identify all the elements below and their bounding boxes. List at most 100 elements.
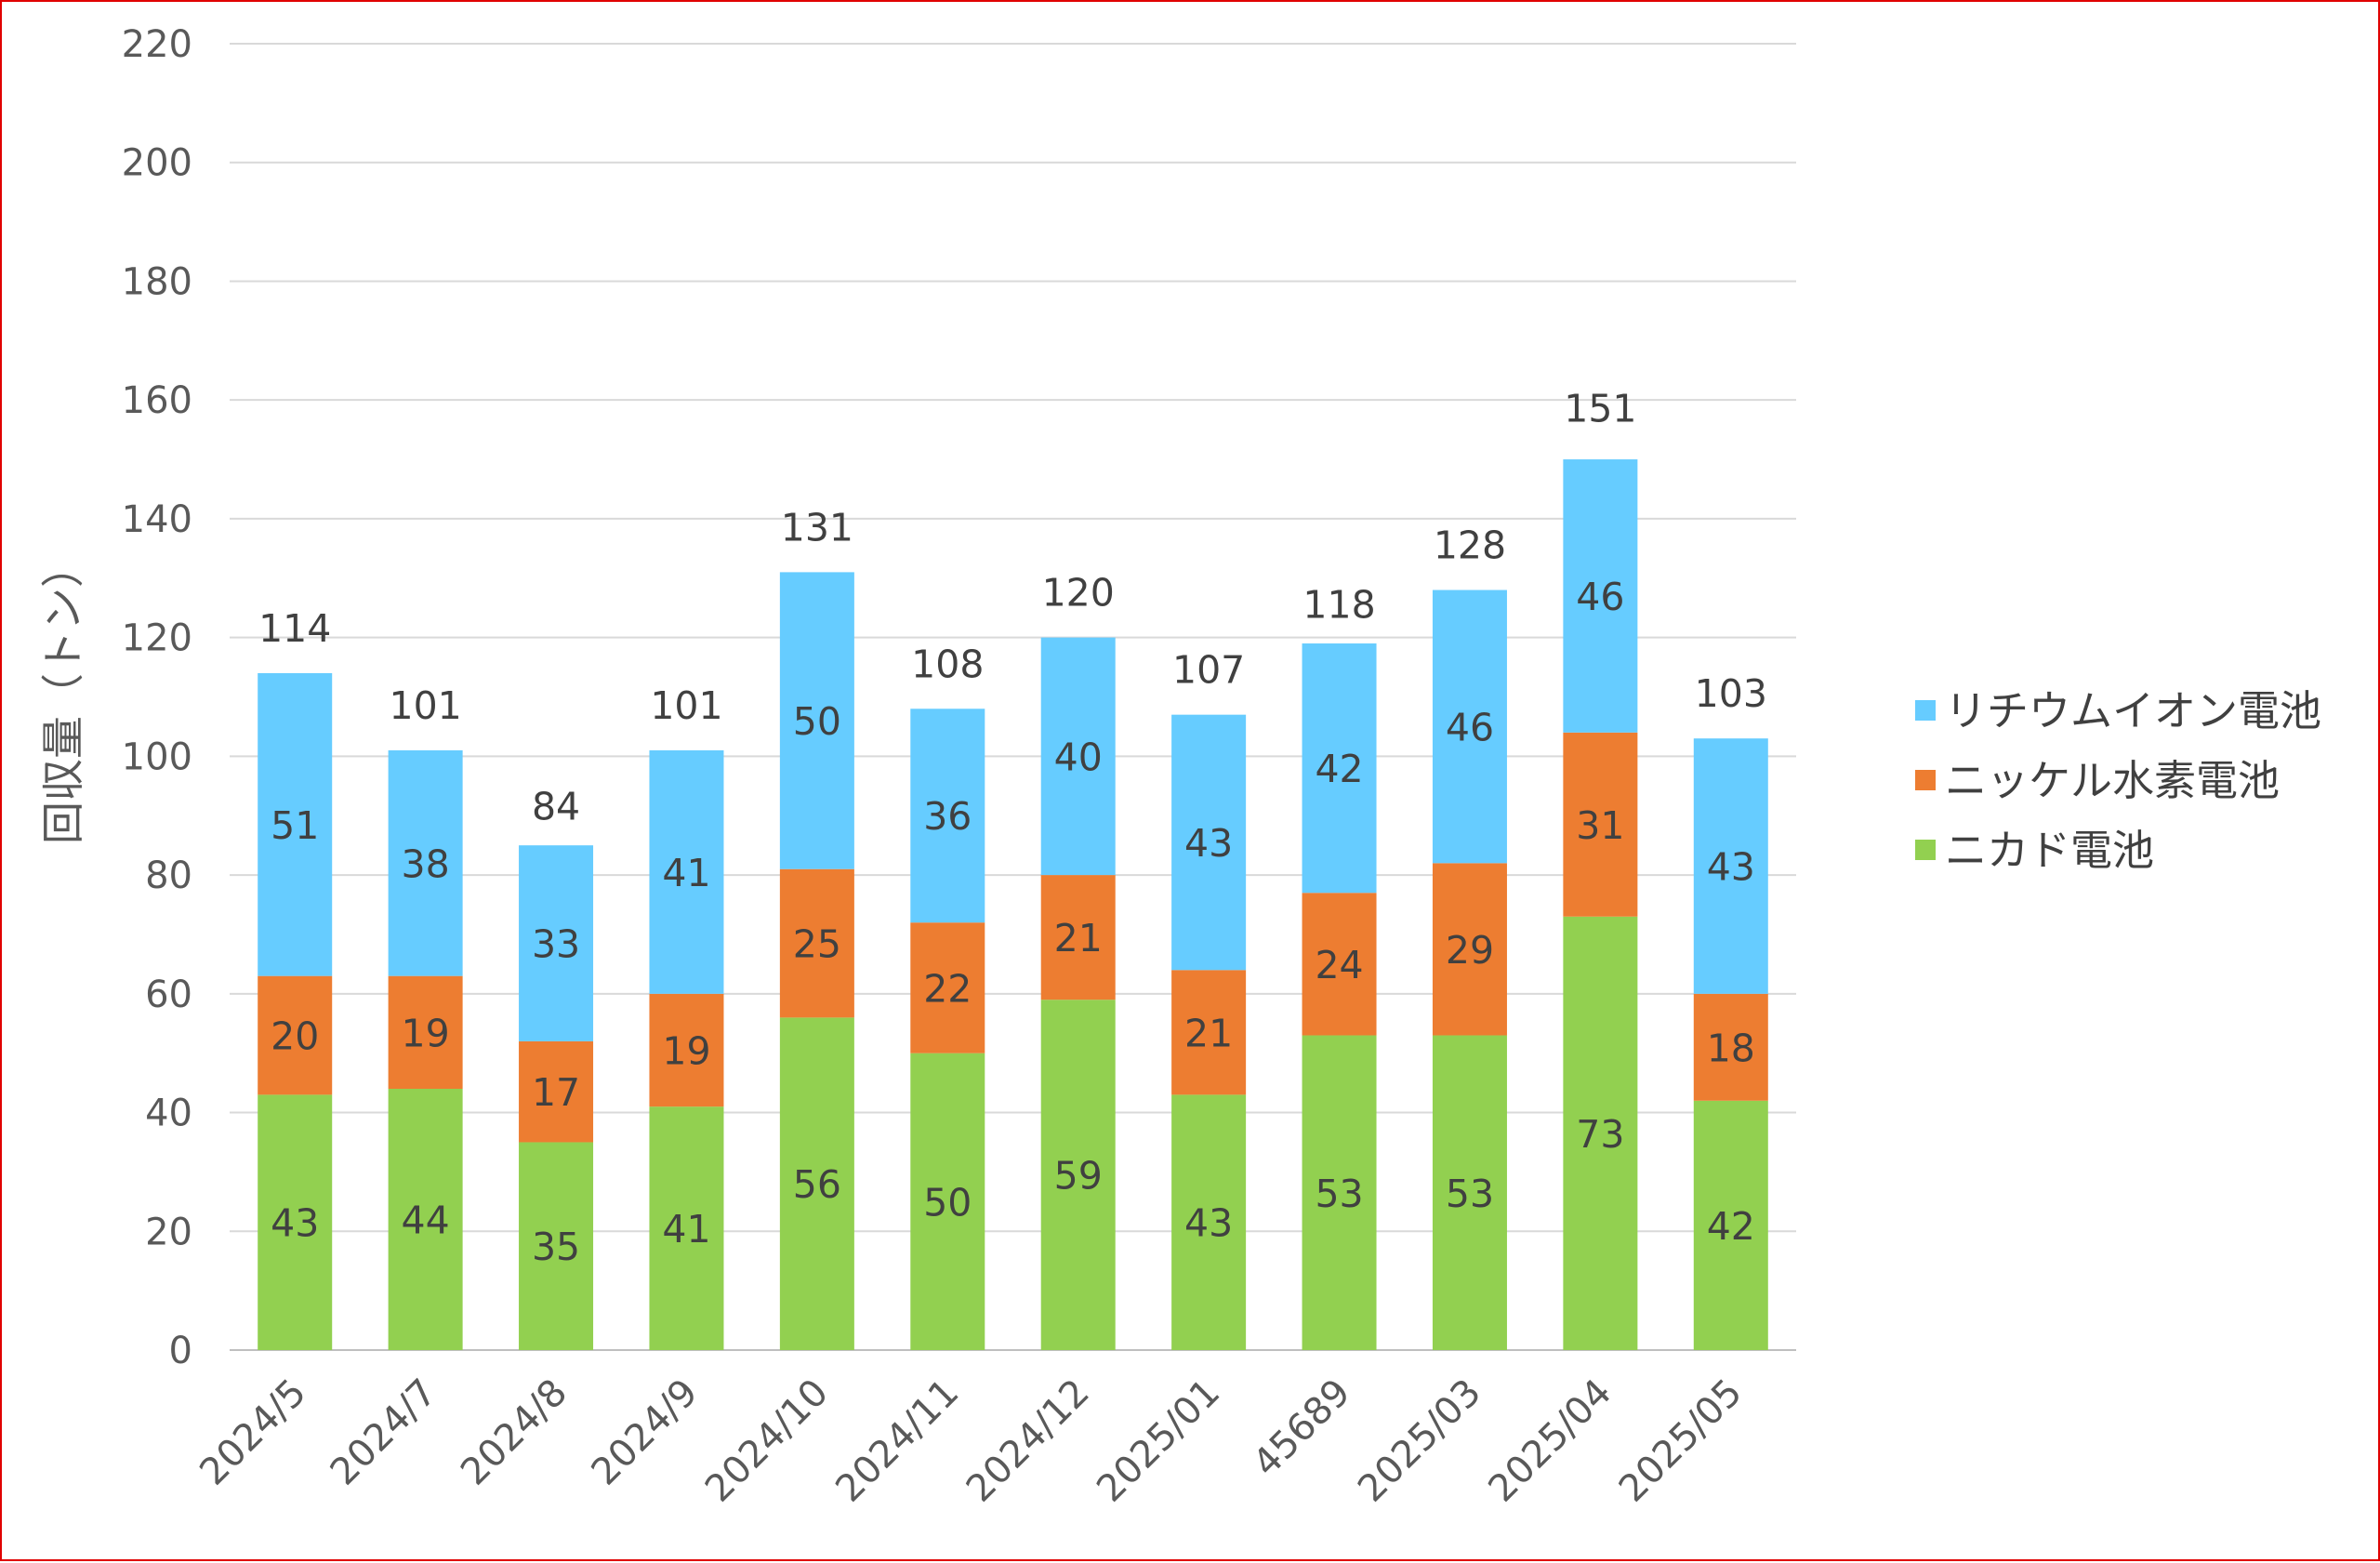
x-tick-label: 45689 bbox=[1245, 1371, 1359, 1486]
x-tick-label: 2024/8 bbox=[453, 1371, 575, 1494]
segment-value-label: 41 bbox=[662, 851, 710, 895]
y-tick-label: 180 bbox=[122, 260, 192, 303]
legend-swatch bbox=[1915, 840, 1936, 860]
y-tick-label: 40 bbox=[145, 1093, 192, 1135]
y-tick-label: 20 bbox=[145, 1211, 192, 1253]
x-tick-label: 2025/05 bbox=[1611, 1371, 1751, 1511]
segment-value-label: 42 bbox=[1707, 1204, 1755, 1249]
bar-segment bbox=[388, 975, 463, 1089]
x-tick-label: 2024/10 bbox=[697, 1371, 837, 1511]
bar-segment bbox=[1040, 1000, 1116, 1350]
bar-segment bbox=[519, 1040, 594, 1143]
segment-value-label: 41 bbox=[662, 1207, 710, 1252]
legend-label: ニッケル水素電池 bbox=[1945, 756, 2280, 805]
bar-segment bbox=[1040, 637, 1116, 876]
bar-segment bbox=[519, 1142, 594, 1350]
y-tick-label: 120 bbox=[122, 617, 192, 660]
segment-value-label: 43 bbox=[1184, 821, 1233, 866]
bar-segment bbox=[258, 672, 333, 976]
y-tick-label: 220 bbox=[122, 23, 192, 66]
segment-value-label: 43 bbox=[1184, 1201, 1233, 1246]
bar-segment bbox=[1171, 714, 1247, 971]
total-value-label: 107 bbox=[1172, 648, 1245, 693]
segment-value-label: 24 bbox=[1315, 943, 1363, 987]
x-tick-label: 2025/04 bbox=[1480, 1371, 1620, 1511]
legend-swatch bbox=[1915, 700, 1936, 721]
bar-segment bbox=[910, 709, 985, 923]
segment-value-label: 53 bbox=[1315, 1172, 1363, 1216]
y-tick-label: 100 bbox=[122, 735, 192, 778]
total-value-label: 101 bbox=[650, 683, 722, 728]
bar-segment bbox=[1171, 1094, 1247, 1350]
legend-label: ニカド電池 bbox=[1945, 826, 2154, 875]
segment-value-label: 21 bbox=[1054, 916, 1103, 960]
total-value-label: 108 bbox=[911, 642, 984, 686]
bar-segment bbox=[910, 922, 985, 1053]
segment-value-label: 53 bbox=[1446, 1172, 1494, 1216]
segment-value-label: 40 bbox=[1054, 735, 1103, 779]
segment-value-label: 38 bbox=[402, 841, 450, 886]
segment-value-label: 50 bbox=[793, 699, 841, 744]
bar-segment bbox=[1563, 732, 1638, 917]
bar-segment bbox=[779, 572, 854, 869]
total-value-label: 103 bbox=[1695, 671, 1767, 716]
bar-segment bbox=[649, 749, 724, 994]
total-value-label: 128 bbox=[1434, 523, 1506, 568]
segment-value-label: 18 bbox=[1707, 1026, 1755, 1070]
bar-segment bbox=[1432, 589, 1507, 864]
total-value-label: 118 bbox=[1302, 582, 1375, 627]
bar-segment bbox=[1302, 893, 1377, 1036]
bar-segment bbox=[1040, 875, 1116, 1000]
y-tick-label: 60 bbox=[145, 974, 192, 1016]
segment-value-label: 35 bbox=[532, 1225, 580, 1269]
segment-value-label: 56 bbox=[793, 1162, 841, 1207]
bar-segment bbox=[779, 868, 854, 1018]
segment-value-label: 46 bbox=[1576, 575, 1624, 619]
segment-value-label: 42 bbox=[1315, 747, 1363, 791]
bar-segment bbox=[1302, 643, 1377, 894]
segment-value-label: 19 bbox=[402, 1011, 450, 1055]
segment-value-label: 59 bbox=[1054, 1154, 1103, 1199]
bar-segment bbox=[1171, 970, 1247, 1095]
segment-value-label: 43 bbox=[271, 1201, 319, 1246]
bar-segment bbox=[910, 1053, 985, 1350]
bar-segment bbox=[519, 845, 594, 1041]
bar-segment bbox=[1432, 1035, 1507, 1350]
segment-value-label: 25 bbox=[793, 922, 841, 967]
y-tick-label: 80 bbox=[145, 854, 192, 897]
bar-segment bbox=[1693, 738, 1768, 994]
segment-value-label: 43 bbox=[1707, 845, 1755, 890]
x-axis-ticks: 2024/5 2024/7 2024/8 2024/92024/102024/1120… bbox=[192, 1371, 1751, 1511]
x-tick-label: 2024/11 bbox=[827, 1371, 967, 1511]
data-labels: 43 20 51 114 44 19 38 101 35 17 33 84 41 19 41 101 56 25 5… bbox=[258, 387, 1767, 1270]
segment-value-label: 31 bbox=[1576, 803, 1624, 848]
x-tick-label: 2024/12 bbox=[959, 1371, 1098, 1511]
bar-segment bbox=[258, 1094, 333, 1350]
y-tick-label: 140 bbox=[122, 498, 192, 541]
total-value-label: 101 bbox=[389, 683, 461, 728]
segment-value-label: 46 bbox=[1446, 705, 1494, 749]
x-tick-label: 2025/01 bbox=[1089, 1371, 1228, 1511]
bar-segment bbox=[388, 749, 463, 976]
legend-label: リチウムイオン電池 bbox=[1945, 686, 2321, 735]
bar-segment bbox=[388, 1089, 463, 1350]
bar-segment bbox=[1432, 863, 1507, 1036]
segment-value-label: 22 bbox=[923, 966, 972, 1011]
bars bbox=[258, 459, 1768, 1350]
bar-segment bbox=[1563, 459, 1638, 733]
bar-segment bbox=[1693, 1100, 1768, 1350]
segment-value-label: 20 bbox=[271, 1014, 319, 1059]
x-tick-label: 2024/5 bbox=[192, 1371, 314, 1494]
segment-value-label: 51 bbox=[271, 803, 319, 848]
y-tick-label: 0 bbox=[169, 1330, 192, 1372]
legend-swatch bbox=[1915, 770, 1936, 790]
total-value-label: 120 bbox=[1042, 571, 1115, 616]
x-tick-label: 2024/7 bbox=[323, 1371, 445, 1494]
segment-value-label: 17 bbox=[532, 1070, 580, 1115]
total-value-label: 84 bbox=[532, 785, 580, 829]
segment-value-label: 73 bbox=[1576, 1112, 1624, 1157]
segment-value-label: 50 bbox=[923, 1180, 972, 1225]
segment-value-label: 36 bbox=[923, 794, 972, 839]
